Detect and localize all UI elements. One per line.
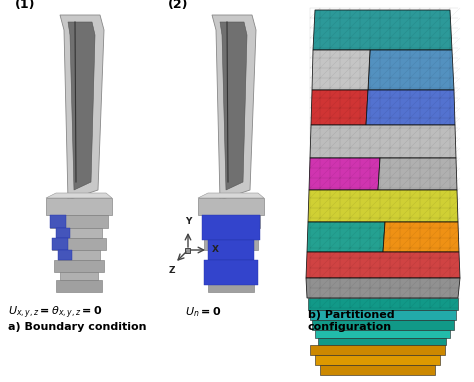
Polygon shape xyxy=(308,190,458,222)
Text: a) Boundary condition: a) Boundary condition xyxy=(8,322,146,332)
Bar xyxy=(50,215,66,228)
Bar xyxy=(206,260,256,272)
Bar xyxy=(308,298,458,310)
Polygon shape xyxy=(309,158,380,190)
Bar xyxy=(208,240,254,260)
Polygon shape xyxy=(378,158,457,190)
Bar xyxy=(58,250,72,260)
Text: Y: Y xyxy=(185,217,191,226)
Bar xyxy=(310,345,445,355)
Polygon shape xyxy=(68,22,95,190)
FancyBboxPatch shape xyxy=(185,248,191,253)
Bar xyxy=(202,215,260,228)
Polygon shape xyxy=(60,15,104,200)
Polygon shape xyxy=(220,22,247,190)
Polygon shape xyxy=(306,278,460,298)
Polygon shape xyxy=(310,125,456,158)
Polygon shape xyxy=(307,222,385,252)
Text: $\boldsymbol{U_n = 0}$: $\boldsymbol{U_n = 0}$ xyxy=(185,305,221,319)
Bar xyxy=(60,272,98,280)
Polygon shape xyxy=(368,50,454,90)
Polygon shape xyxy=(383,222,459,252)
Text: b) Partitioned
configuration: b) Partitioned configuration xyxy=(308,311,395,332)
Bar xyxy=(204,260,258,285)
Text: $\boldsymbol{U_{x,y,z} = \theta_{x,y,z} = 0}$: $\boldsymbol{U_{x,y,z} = \theta_{x,y,z} … xyxy=(8,304,102,321)
Polygon shape xyxy=(311,90,368,125)
Polygon shape xyxy=(306,252,460,278)
Bar xyxy=(208,280,254,292)
Bar xyxy=(54,260,104,272)
Bar xyxy=(312,320,454,330)
Text: (1): (1) xyxy=(15,0,36,11)
Polygon shape xyxy=(212,15,256,200)
Bar xyxy=(320,365,435,375)
Polygon shape xyxy=(312,50,370,90)
Polygon shape xyxy=(366,90,455,125)
Bar xyxy=(56,280,102,292)
Bar xyxy=(52,238,106,250)
Text: Z: Z xyxy=(169,266,175,275)
Polygon shape xyxy=(198,198,264,215)
Polygon shape xyxy=(313,10,452,50)
Bar xyxy=(204,238,258,250)
Bar xyxy=(310,310,456,320)
Bar xyxy=(56,228,102,238)
Bar xyxy=(56,228,70,238)
Bar xyxy=(212,272,250,280)
Text: (2): (2) xyxy=(168,0,189,11)
Bar xyxy=(52,238,68,250)
Text: X: X xyxy=(212,246,219,254)
Bar xyxy=(318,338,446,345)
Polygon shape xyxy=(198,193,264,198)
Bar xyxy=(315,355,440,365)
Bar xyxy=(50,215,108,228)
Polygon shape xyxy=(46,198,112,215)
Bar xyxy=(315,330,450,338)
Polygon shape xyxy=(46,193,112,198)
Bar xyxy=(202,215,260,240)
Bar xyxy=(208,228,254,238)
Bar xyxy=(210,250,252,260)
Bar xyxy=(58,250,100,260)
